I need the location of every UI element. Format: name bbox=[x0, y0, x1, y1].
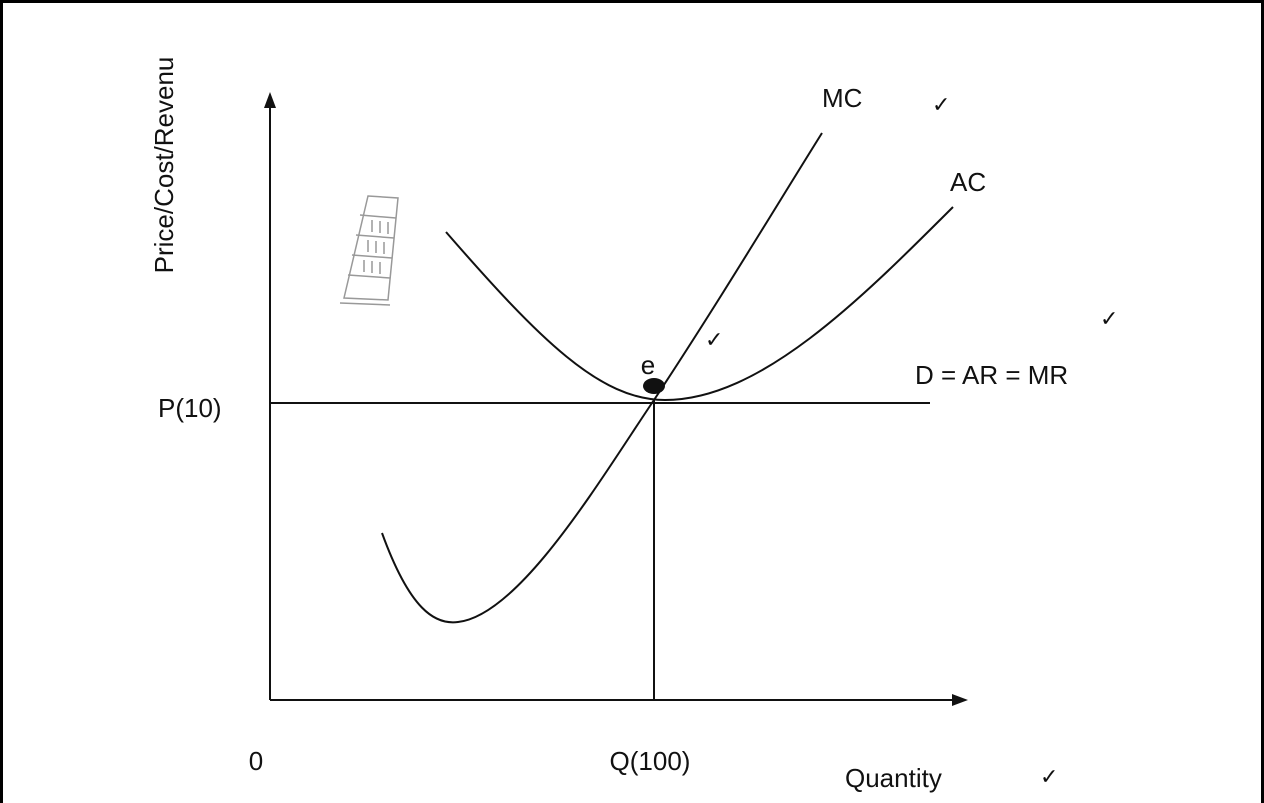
x-axis-label: Quantity bbox=[845, 763, 942, 793]
checkmark: ✓ bbox=[932, 93, 950, 118]
price-label: P(10) bbox=[158, 393, 222, 423]
equilibrium-point bbox=[643, 378, 665, 394]
diagram: Price/Cost/Revenu Quantity 0 P(10) Q(100… bbox=[0, 0, 1264, 803]
mc-curve bbox=[382, 133, 822, 622]
page: Price/Cost/Revenu Quantity 0 P(10) Q(100… bbox=[0, 0, 1264, 803]
checkmark: ✓ bbox=[1100, 307, 1118, 332]
x-arrow bbox=[952, 694, 968, 706]
mc-label: MC bbox=[822, 83, 862, 113]
equilibrium-label: e bbox=[641, 350, 655, 380]
y-arrow bbox=[264, 92, 276, 108]
tower-icon bbox=[340, 196, 398, 305]
ac-curve bbox=[446, 207, 953, 400]
checkmark: ✓ bbox=[1040, 765, 1058, 790]
quantity-label: Q(100) bbox=[610, 746, 691, 776]
checkmark: ✓ bbox=[705, 328, 723, 353]
demand-label: D = AR = MR bbox=[915, 360, 1068, 390]
y-axis-label: Price/Cost/Revenu bbox=[149, 57, 179, 274]
ac-label: AC bbox=[950, 167, 986, 197]
origin-label: 0 bbox=[249, 746, 263, 776]
